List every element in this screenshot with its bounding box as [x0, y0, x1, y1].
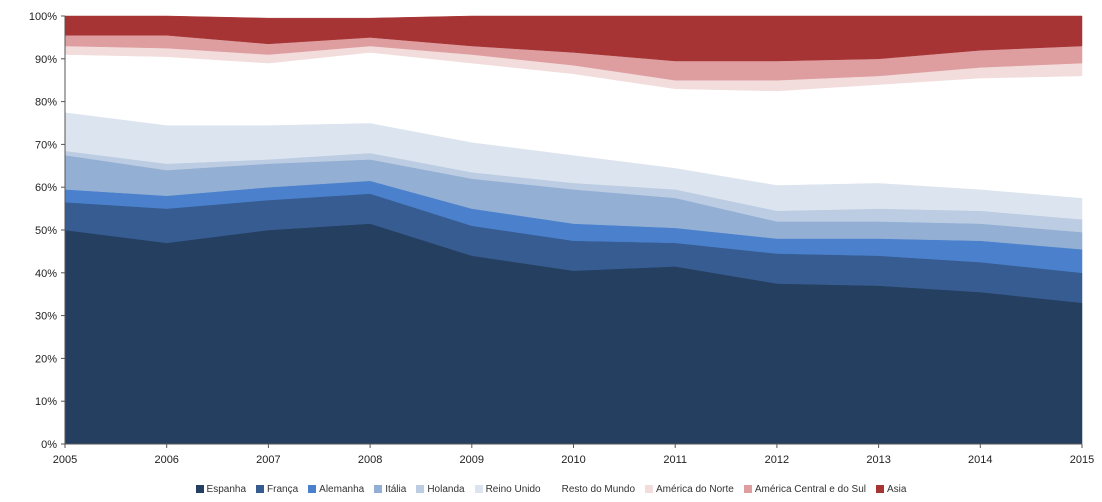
y-tick-label: 60%: [35, 182, 57, 194]
x-tick-label: 2005: [53, 454, 77, 466]
legend-item: Reino Unido: [474, 484, 541, 495]
y-tick-label: 80%: [35, 97, 57, 109]
legend-swatch: [876, 485, 884, 493]
area-series-layer: [64, 15, 1083, 445]
chart-legend: Espanha França Alemanha Itália Holanda Reino …: [0, 484, 1102, 495]
legend-swatch: [645, 485, 654, 493]
legend-label: Holanda: [427, 484, 465, 495]
x-tick-label: 2008: [358, 454, 382, 466]
legend-item: Holanda: [416, 484, 465, 495]
legend-label: América Central e do Sul: [754, 484, 866, 495]
legend-label: Itália: [385, 484, 407, 495]
y-tick-label: 30%: [35, 311, 57, 323]
legend-item: Asia: [876, 484, 906, 495]
legend-item: França: [256, 484, 298, 495]
y-tick-label: 10%: [35, 396, 57, 408]
x-axis-tick-labels: 2005 2006 2007 2008 2009 2010 2011 2012 2013 2014…: [53, 454, 1094, 466]
legend-label: Alemanha: [319, 484, 365, 495]
x-tick-label: 2015: [1070, 454, 1094, 466]
x-tick-label: 2006: [154, 454, 178, 466]
y-tick-label: 70%: [35, 139, 57, 151]
legend-item: Espanha: [195, 484, 247, 495]
x-tick-label: 2011: [663, 454, 687, 466]
legend-swatch: [416, 485, 425, 493]
legend-swatch: [550, 485, 559, 493]
legend-label: Resto do Mundo: [561, 484, 636, 495]
y-tick-label: 20%: [35, 353, 57, 365]
x-tick-label: 2010: [561, 454, 585, 466]
legend-swatch: [743, 485, 752, 493]
y-tick-label: 0%: [41, 439, 57, 451]
x-tick-label: 2007: [256, 454, 280, 466]
legend-swatch: [195, 485, 204, 493]
y-axis-tick-labels: 0% 10% 20% 30% 40% 50% 60% 70% 80% 90% 100%: [29, 11, 57, 451]
legend-item: América Central e do Sul: [743, 484, 866, 495]
legend-item: América do Norte: [645, 484, 734, 495]
legend-label: América do Norte: [656, 484, 734, 495]
x-tick-label: 2009: [460, 454, 484, 466]
area-series-asia: [64, 15, 1083, 62]
x-tick-label: 2014: [968, 454, 992, 466]
legend-item: Alemanha: [308, 484, 364, 495]
legend-label: França: [267, 484, 299, 495]
x-tick-label: 2012: [765, 454, 789, 466]
legend-item: Resto do Mundo: [550, 484, 636, 495]
y-tick-label: 100%: [29, 11, 57, 23]
axes-layer: [61, 15, 1083, 448]
y-tick-label: 50%: [35, 225, 57, 237]
stacked-area-chart: 0%10%20%30%40%50%60%70%80%90%100% 2005 20…: [29, 11, 1094, 466]
legend-item: Itália: [374, 484, 406, 495]
y-tick-label: 40%: [35, 268, 57, 280]
y-tick-label: 90%: [35, 54, 57, 66]
legend-swatch: [374, 485, 383, 493]
legend-swatch: [256, 485, 265, 493]
legend-swatch: [474, 485, 483, 493]
legend-label: Espanha: [206, 484, 247, 495]
x-tick-label: 2013: [866, 454, 890, 466]
legend-swatch: [308, 485, 317, 493]
legend-label: Reino Unido: [485, 484, 541, 495]
legend-label: Asia: [887, 484, 907, 495]
